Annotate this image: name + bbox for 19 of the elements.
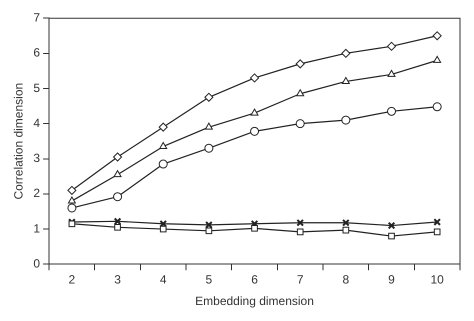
y-tick-label: 7: [33, 10, 40, 25]
x-tick-label: 5: [206, 272, 213, 287]
x-tick-label: 7: [296, 272, 304, 287]
y-tick-label: 0: [33, 256, 40, 271]
y-tick-label: 6: [33, 46, 40, 60]
y-tick-label: 1: [33, 221, 40, 236]
y-tick-label: 3: [33, 151, 40, 166]
x-tick-label: 9: [388, 272, 396, 287]
x-axis-title: Embedding dimension: [195, 294, 314, 308]
x-tick-label: 10: [430, 272, 444, 287]
y-tick-label: 4: [33, 116, 40, 130]
x-tick-label: 3: [114, 272, 122, 287]
x-tick-label: 6: [251, 272, 258, 287]
x-tick-label: 8: [342, 272, 350, 287]
y-axis-title: Correlation dimension: [12, 82, 26, 200]
y-tick-label: 5: [33, 80, 40, 95]
x-tick-label: 2: [68, 272, 76, 287]
y-tick-label: 2: [33, 186, 40, 200]
x-tick-label: 4: [160, 272, 167, 287]
